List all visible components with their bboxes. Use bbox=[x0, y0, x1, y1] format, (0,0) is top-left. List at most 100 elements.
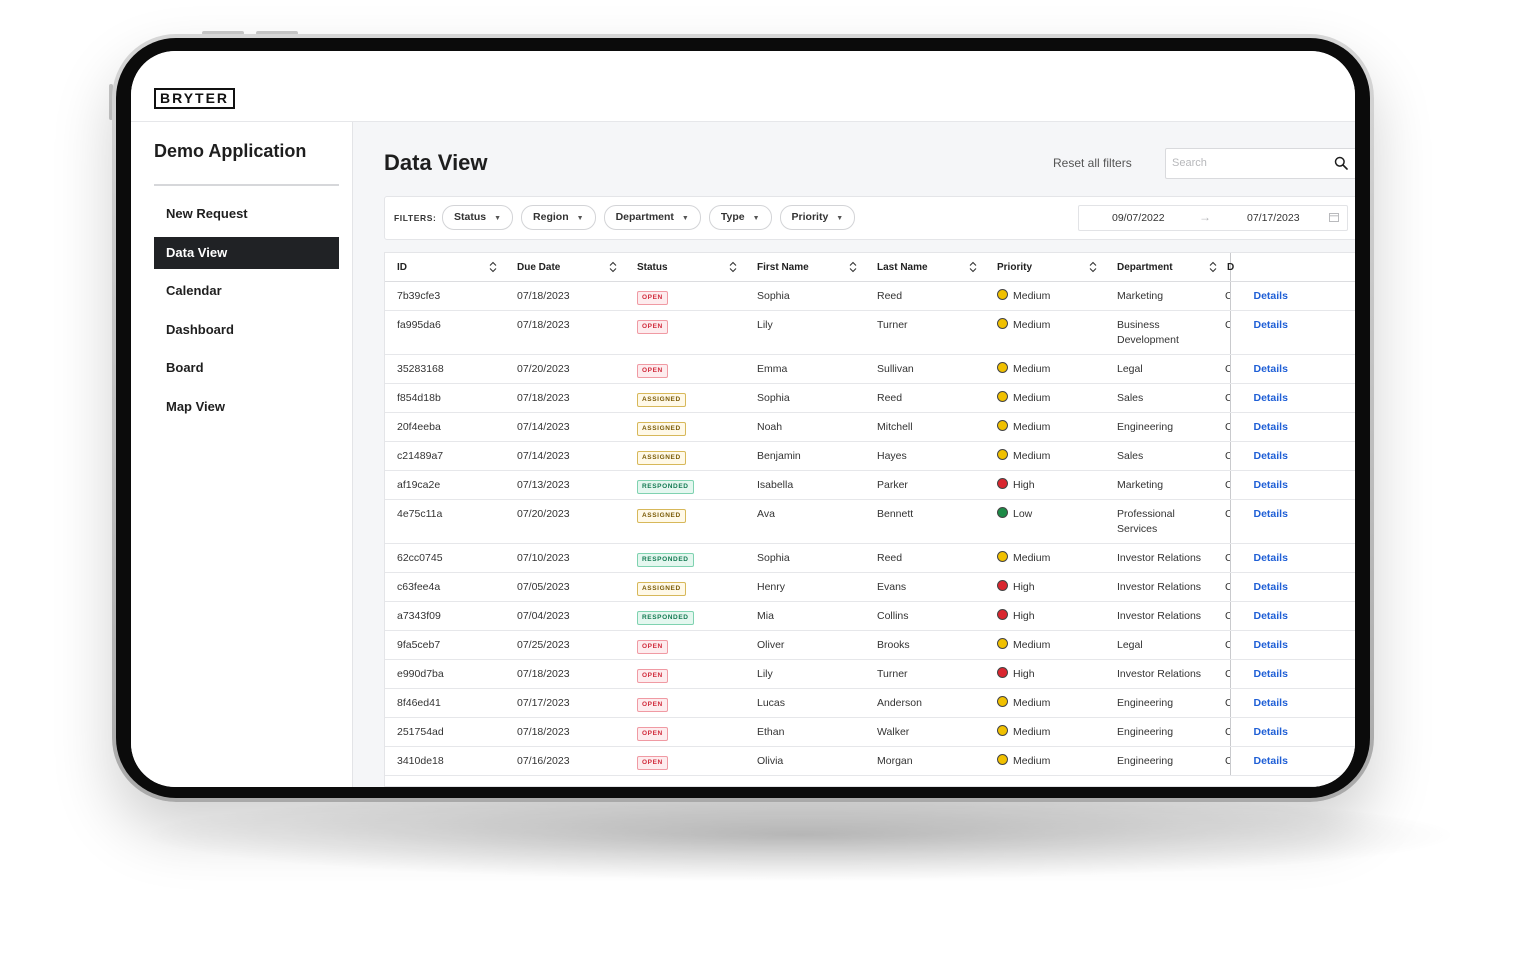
filter-region-dropdown[interactable]: Region ▼ bbox=[521, 205, 596, 230]
table-row[interactable]: c63fee4a 07/05/2023 ASSIGNED Henry Evans High… bbox=[385, 572, 1355, 602]
cell-truncated: C bbox=[1225, 717, 1230, 747]
cell-last-name: Reed bbox=[865, 543, 985, 573]
sort-icon[interactable] bbox=[729, 261, 737, 273]
sort-icon[interactable] bbox=[489, 261, 497, 273]
top-bar: BRYTER bbox=[131, 51, 1355, 122]
column-header-department[interactable]: Department bbox=[1105, 253, 1225, 282]
table-row[interactable]: fa995da6 07/18/2023 OPEN Lily Turner Medium Bu… bbox=[385, 310, 1355, 355]
date-to[interactable]: 07/17/2023 bbox=[1247, 212, 1300, 224]
reset-filters-link[interactable]: Reset all filters bbox=[1053, 156, 1132, 170]
details-link[interactable]: Details bbox=[1253, 290, 1288, 302]
cell-status: OPEN bbox=[625, 688, 745, 718]
sort-icon[interactable] bbox=[969, 261, 977, 273]
cell-department: Sales bbox=[1105, 441, 1225, 471]
sort-icon[interactable] bbox=[609, 261, 617, 273]
sidebar-item-data-view[interactable]: Data View bbox=[154, 236, 339, 269]
details-link[interactable]: Details bbox=[1253, 552, 1288, 564]
cell-id: 251754ad bbox=[385, 717, 505, 747]
filter-chip-label: Priority bbox=[791, 211, 829, 223]
details-link[interactable]: Details bbox=[1253, 363, 1288, 375]
details-link[interactable]: Details bbox=[1253, 668, 1288, 680]
column-header-status[interactable]: Status bbox=[625, 253, 745, 282]
details-link[interactable]: Details bbox=[1253, 450, 1288, 462]
cell-first-name: Lucas bbox=[745, 688, 865, 718]
details-link[interactable]: Details bbox=[1253, 639, 1288, 651]
table-row[interactable]: 7b39cfe3 07/18/2023 OPEN Sophia Reed Medium Ma… bbox=[385, 281, 1355, 311]
status-badge: ASSIGNED bbox=[637, 393, 686, 407]
details-link[interactable]: Details bbox=[1253, 479, 1288, 491]
cell-department: Sales bbox=[1105, 383, 1225, 413]
cell-id: 62cc0745 bbox=[385, 543, 505, 573]
sidebar-item-map-view[interactable]: Map View bbox=[166, 398, 226, 414]
status-badge: OPEN bbox=[637, 669, 668, 683]
column-header-priority[interactable]: Priority bbox=[985, 253, 1105, 282]
sidebar-item-dashboard[interactable]: Dashboard bbox=[166, 321, 234, 337]
filter-status-dropdown[interactable]: Status ▼ bbox=[442, 205, 514, 230]
status-badge: OPEN bbox=[637, 364, 668, 378]
details-link[interactable]: Details bbox=[1253, 392, 1288, 404]
filter-chip-label: Type bbox=[720, 211, 745, 223]
details-link[interactable]: Details bbox=[1253, 726, 1288, 738]
filter-department-dropdown[interactable]: Department ▼ bbox=[603, 205, 701, 230]
details-link[interactable]: Details bbox=[1253, 581, 1288, 593]
details-link[interactable]: Details bbox=[1253, 697, 1288, 709]
filter-priority-dropdown[interactable]: Priority ▼ bbox=[779, 205, 856, 230]
cell-priority: High bbox=[985, 470, 1105, 500]
filter-bar: FILTERS: Status ▼ Region ▼ Department ▼ Type ▼ P… bbox=[384, 196, 1355, 240]
cell-first-name: Mia bbox=[745, 601, 865, 631]
details-link[interactable]: Details bbox=[1253, 421, 1288, 433]
table-row[interactable]: 20f4eeba 07/14/2023 ASSIGNED Noah Mitchell Me… bbox=[385, 412, 1355, 442]
sidebar-item-calendar[interactable]: Calendar bbox=[166, 283, 222, 299]
column-header-due-date[interactable]: Due Date bbox=[505, 253, 625, 282]
priority-label: High bbox=[1013, 581, 1035, 593]
status-badge: ASSIGNED bbox=[637, 451, 686, 465]
table-row[interactable]: 35283168 07/20/2023 OPEN Emma Sullivan Medium… bbox=[385, 354, 1355, 384]
filter-type-dropdown[interactable]: Type ▼ bbox=[708, 205, 772, 230]
sidebar-item-board[interactable]: Board bbox=[166, 360, 204, 376]
table-row[interactable]: 251754ad 07/18/2023 OPEN Ethan Walker Medium E… bbox=[385, 717, 1355, 747]
table-row[interactable]: f854d18b 07/18/2023 ASSIGNED Sophia Reed Medi… bbox=[385, 383, 1355, 413]
column-header-id[interactable]: ID bbox=[385, 253, 505, 282]
date-from[interactable]: 09/07/2022 bbox=[1112, 212, 1165, 224]
cell-department: Legal bbox=[1105, 630, 1225, 660]
search-icon[interactable] bbox=[1334, 156, 1348, 170]
brand-logo[interactable]: BRYTER bbox=[154, 88, 236, 109]
filter-chip-label: Region bbox=[533, 211, 569, 223]
search-input[interactable] bbox=[1166, 149, 1328, 176]
column-header-last-name[interactable]: Last Name bbox=[865, 253, 985, 282]
cell-status: ASSIGNED bbox=[625, 572, 745, 602]
details-link[interactable]: Details bbox=[1253, 755, 1288, 767]
sidebar-item-new-request[interactable]: New Request bbox=[166, 206, 248, 221]
sort-icon[interactable] bbox=[849, 261, 857, 273]
column-header-first-name[interactable]: First Name bbox=[745, 253, 865, 282]
caret-down-icon: ▼ bbox=[836, 215, 844, 222]
table-row[interactable]: 4e75c11a 07/20/2023 ASSIGNED Ava Bennett Low P… bbox=[385, 499, 1355, 544]
cell-due-date: 07/13/2023 bbox=[505, 470, 625, 500]
cell-status: OPEN bbox=[625, 354, 745, 384]
table-row[interactable]: 8f46ed41 07/17/2023 OPEN Lucas Anderson Mediu… bbox=[385, 688, 1355, 718]
details-link[interactable]: Details bbox=[1253, 508, 1288, 520]
calendar-icon[interactable] bbox=[1329, 212, 1339, 222]
table-row[interactable]: a7343f09 07/04/2023 RESPONDED Mia Collins Hig… bbox=[385, 601, 1355, 631]
sidebar-divider bbox=[154, 184, 339, 186]
cell-last-name: Turner bbox=[865, 310, 985, 355]
cell-due-date: 07/18/2023 bbox=[505, 659, 625, 689]
sort-icon[interactable] bbox=[1089, 261, 1097, 273]
table-row[interactable]: c21489a7 07/14/2023 ASSIGNED Benjamin Hayes M… bbox=[385, 441, 1355, 471]
table-row[interactable]: e990d7ba 07/18/2023 OPEN Lily Turner High Inve… bbox=[385, 659, 1355, 689]
sidebar: Demo Application New Request Data View Cal… bbox=[131, 122, 353, 787]
date-range-picker[interactable]: 09/07/2022 → 07/17/2023 bbox=[1078, 205, 1348, 231]
table-row[interactable]: 3410de18 07/16/2023 OPEN Olivia Morgan Medium… bbox=[385, 746, 1355, 776]
cell-department: Legal bbox=[1105, 354, 1225, 384]
table-row[interactable]: 9fa5ceb7 07/25/2023 OPEN Oliver Brooks Medium… bbox=[385, 630, 1355, 660]
filter-chips: Status ▼ Region ▼ Department ▼ Type ▼ Priority ▼ bbox=[442, 205, 856, 230]
cell-department: Marketing bbox=[1105, 470, 1225, 500]
cell-details: Details bbox=[1229, 688, 1355, 718]
details-link[interactable]: Details bbox=[1253, 319, 1288, 331]
cell-first-name: Lily bbox=[745, 310, 865, 355]
cell-status: RESPONDED bbox=[625, 543, 745, 573]
table-row[interactable]: 62cc0745 07/10/2023 RESPONDED Sophia Reed Med… bbox=[385, 543, 1355, 573]
sort-icon[interactable] bbox=[1209, 261, 1217, 273]
details-link[interactable]: Details bbox=[1253, 610, 1288, 622]
table-row[interactable]: af19ca2e 07/13/2023 RESPONDED Isabella Parke… bbox=[385, 470, 1355, 500]
